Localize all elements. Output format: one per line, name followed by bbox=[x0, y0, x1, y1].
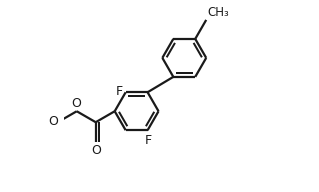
Text: CH₃: CH₃ bbox=[208, 6, 229, 19]
Text: F: F bbox=[145, 134, 152, 147]
Text: O: O bbox=[48, 115, 58, 128]
Text: O: O bbox=[71, 97, 81, 110]
Text: F: F bbox=[116, 85, 123, 98]
Text: O: O bbox=[91, 144, 101, 157]
